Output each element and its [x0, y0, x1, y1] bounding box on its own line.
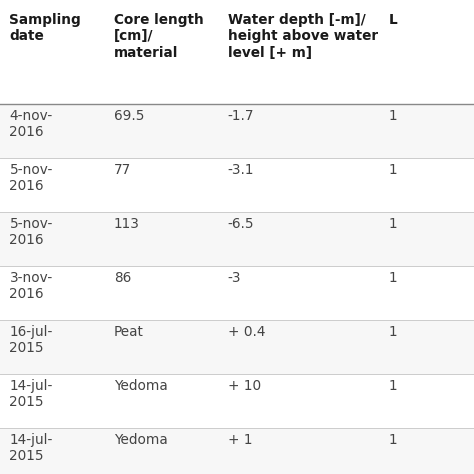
Text: 1: 1: [389, 217, 397, 231]
Text: 77: 77: [114, 163, 131, 177]
Text: -1.7: -1.7: [228, 109, 254, 123]
Text: 3-nov-
2016: 3-nov- 2016: [9, 271, 53, 301]
Bar: [0, 320, 474, 374]
Text: 86: 86: [114, 271, 131, 285]
Bar: [0, 158, 474, 212]
Text: Yedoma: Yedoma: [114, 379, 167, 393]
Bar: [0, 266, 474, 320]
Bar: [0, 9, 474, 104]
Text: -3: -3: [228, 271, 241, 285]
Text: 1: 1: [389, 379, 397, 393]
Text: 5-nov-
2016: 5-nov- 2016: [9, 217, 53, 247]
Text: 14-jul-
2015: 14-jul- 2015: [9, 433, 53, 464]
Text: Sampling
date: Sampling date: [9, 13, 81, 44]
Text: L: L: [389, 13, 397, 27]
Text: + 0.4: + 0.4: [228, 325, 265, 339]
Text: 113: 113: [114, 217, 140, 231]
Bar: [0, 212, 474, 266]
Bar: [0, 374, 474, 428]
Bar: [0, 104, 474, 158]
Text: 1: 1: [389, 325, 397, 339]
Text: Peat: Peat: [114, 325, 144, 339]
Text: 5-nov-
2016: 5-nov- 2016: [9, 163, 53, 193]
Text: -3.1: -3.1: [228, 163, 254, 177]
Text: 1: 1: [389, 109, 397, 123]
Text: Core length
[cm]/
material: Core length [cm]/ material: [114, 13, 203, 60]
Text: + 10: + 10: [228, 379, 261, 393]
Text: 1: 1: [389, 433, 397, 447]
Text: 1: 1: [389, 163, 397, 177]
Text: + 1: + 1: [228, 433, 252, 447]
Bar: [0, 428, 474, 474]
Text: 14-jul-
2015: 14-jul- 2015: [9, 379, 53, 410]
Text: Water depth [-m]/
height above water
level [+ m]: Water depth [-m]/ height above water lev…: [228, 13, 378, 60]
Text: Yedoma: Yedoma: [114, 433, 167, 447]
Text: 4-nov-
2016: 4-nov- 2016: [9, 109, 53, 139]
Text: 16-jul-
2015: 16-jul- 2015: [9, 325, 53, 356]
Text: 1: 1: [389, 271, 397, 285]
Text: 69.5: 69.5: [114, 109, 144, 123]
Text: -6.5: -6.5: [228, 217, 254, 231]
